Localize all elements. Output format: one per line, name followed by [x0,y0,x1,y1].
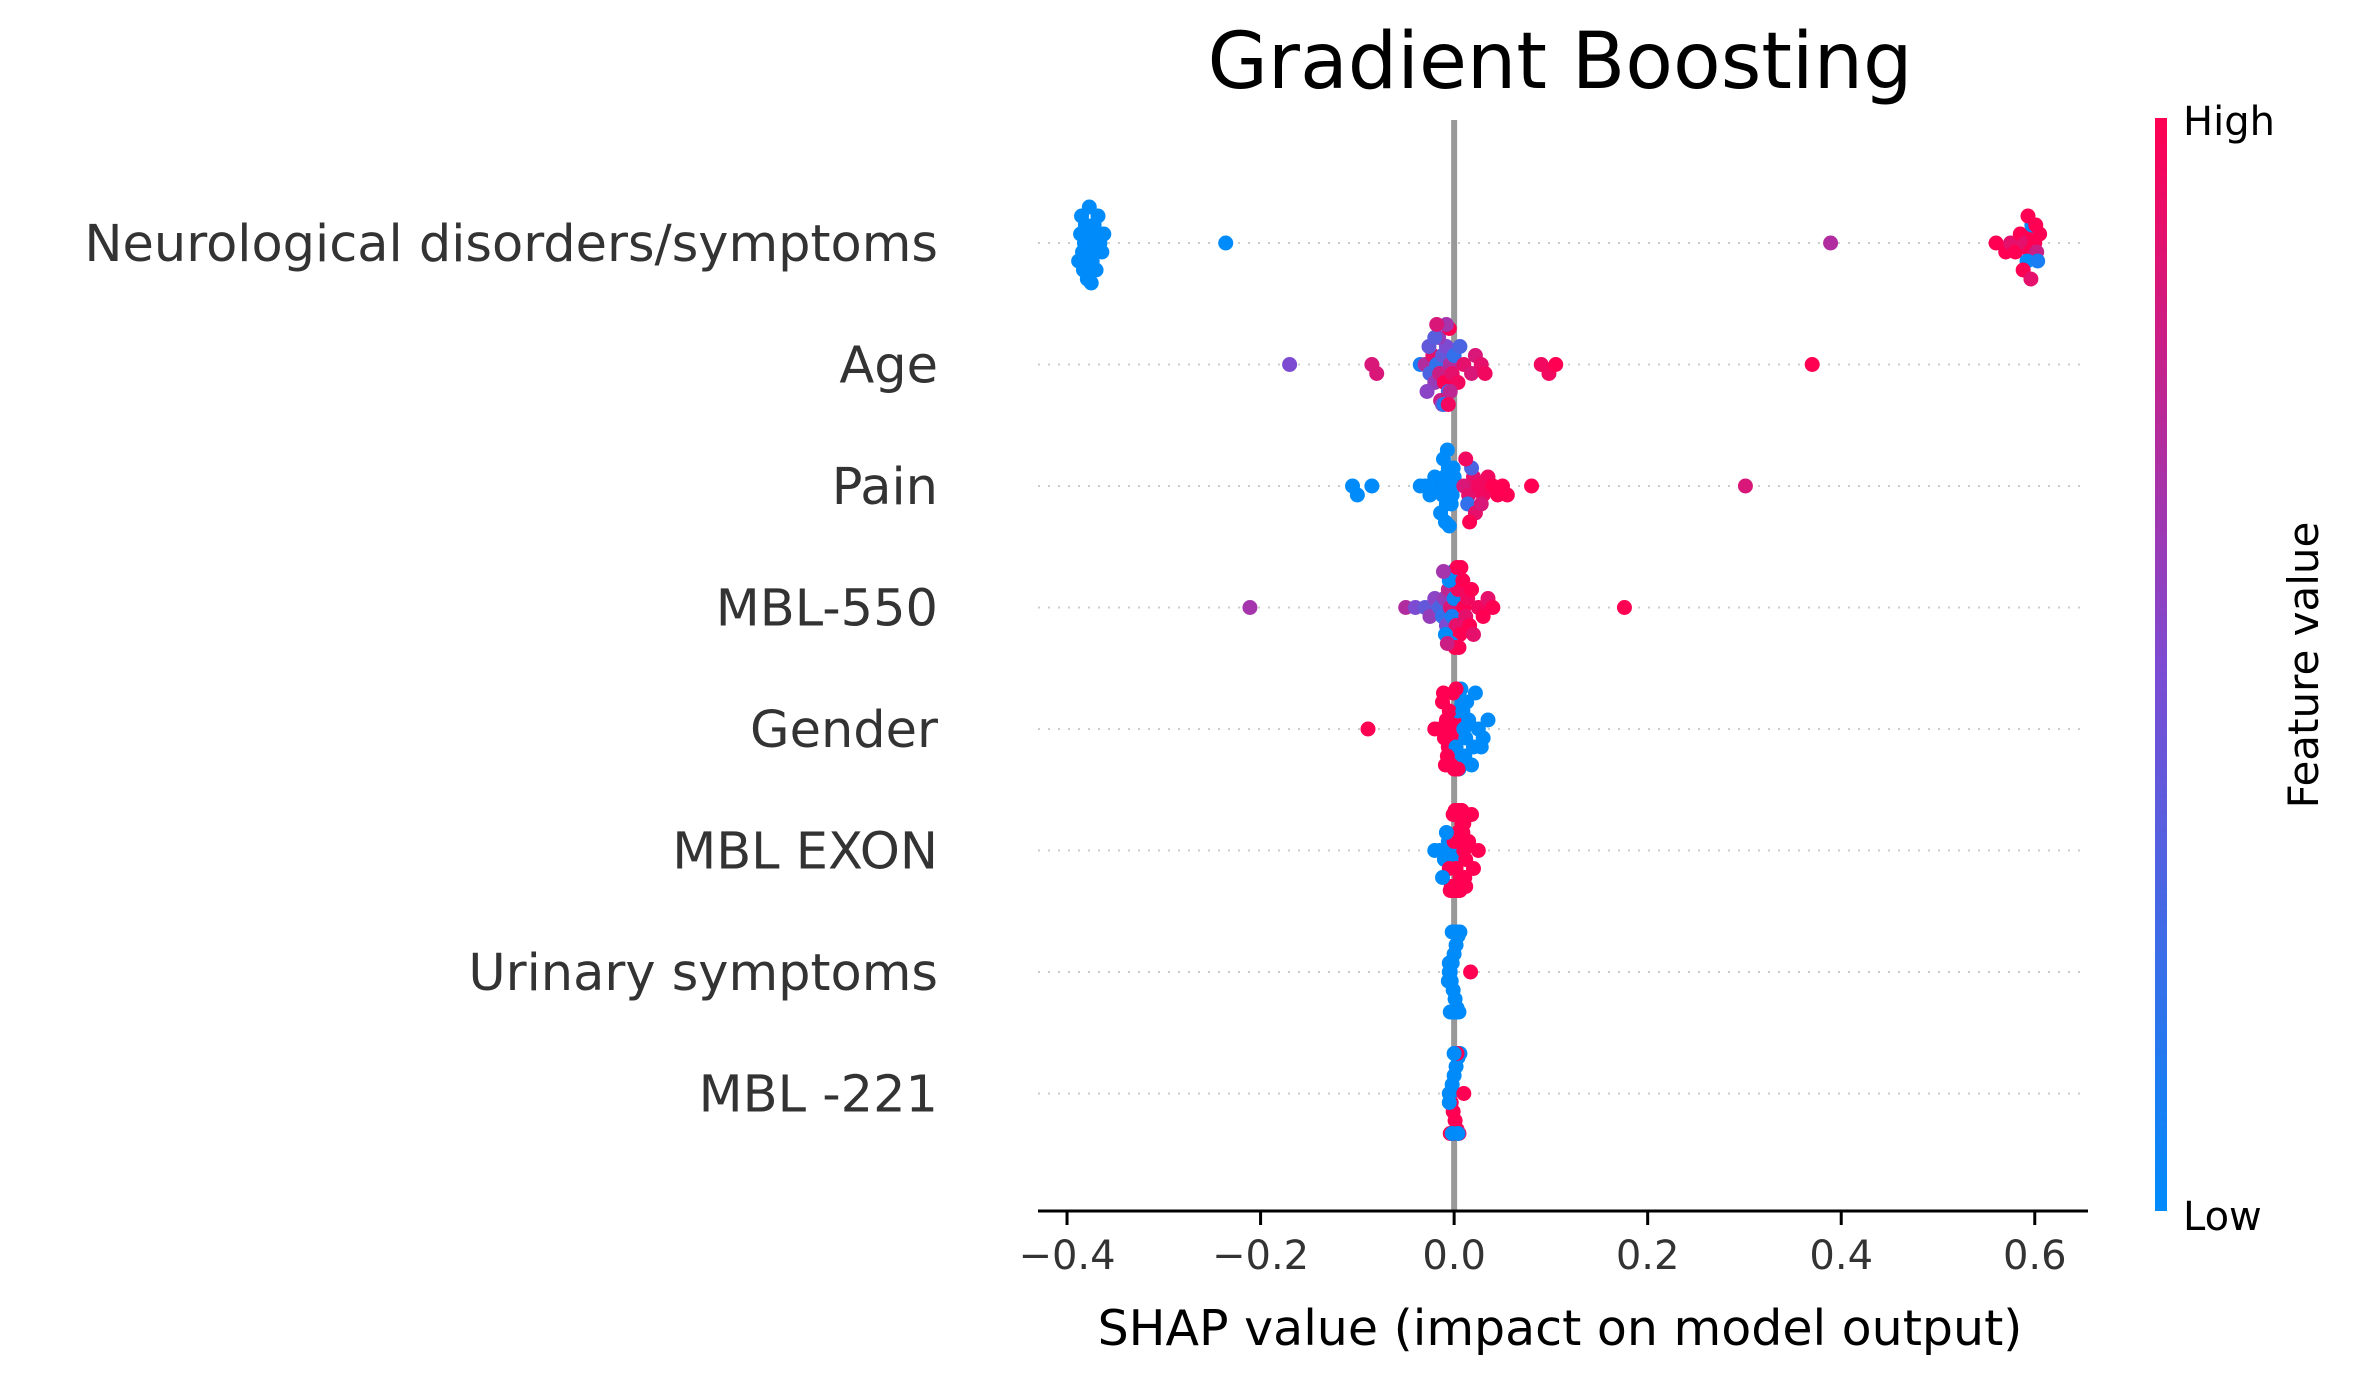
shap-point [1451,803,1467,818]
shap-point [2007,244,2023,260]
shap-point [1804,357,1820,372]
shap-point [1441,518,1457,534]
shap-point [1475,609,1491,624]
shap-point [1096,226,1112,242]
shap-point [1464,366,1480,381]
shap-point [1458,451,1474,467]
shap-point [1477,366,1493,381]
shap-point [1446,1046,1462,1061]
feature-label: Urinary symptoms [468,944,938,1003]
shap-point [1422,609,1438,624]
shap-points [1071,199,2048,1141]
shap-point [1465,627,1481,642]
shap-point [1988,235,2004,251]
shap-point [1442,384,1458,399]
shap-point [1453,560,1469,575]
feature-label: Age [839,337,938,396]
shap-point [1074,208,1090,224]
shap-point [1467,685,1483,701]
feature-label: Pain [832,458,938,517]
shap-point [1473,739,1489,755]
shap-point [1349,487,1365,503]
shap-point [1450,761,1466,777]
shap-point [1419,384,1435,399]
shap-point [1445,460,1461,476]
shap-point [1499,487,1515,503]
shap-point [1452,339,1468,354]
shap-point [1360,721,1376,737]
shap-point [1444,1004,1460,1020]
feature-label: Neurological disorders/symptoms [84,215,938,274]
shap-point [2023,271,2039,287]
shap-point [2030,253,2046,269]
feature-label: Gender [750,701,938,760]
shap-point [1464,757,1480,773]
shap-point [1448,924,1464,940]
shap-point [1524,478,1540,494]
x-axis-label: SHAP value (impact on model output) [1098,1300,2023,1357]
shap-point [1282,357,1298,372]
x-axis-ticks: −0.4 −0.2 0.0 0.2 0.4 0.6 [1018,1211,2067,1279]
shap-point [2028,217,2044,233]
shap-point [1435,685,1451,701]
shap-point [1242,600,1258,615]
colorbar-low-label: Low [2183,1194,2262,1240]
shap-point [1448,681,1464,697]
feature-label: MBL -221 [699,1066,938,1125]
shap-point [1439,442,1455,458]
shap-point [1435,564,1451,579]
x-tick-label: 0.6 [2003,1233,2067,1279]
shap-point [1427,330,1443,345]
shap-point [1616,600,1632,615]
shap-point [1485,600,1501,615]
x-tick-label: 0.4 [1809,1233,1873,1279]
shap-point [1439,636,1455,651]
shap-point [1823,235,1839,251]
shap-point [1473,496,1489,512]
shap-point [1450,1126,1466,1141]
shap-point [1435,870,1451,885]
x-tick-label: −0.2 [1212,1233,1309,1279]
shap-point [1438,825,1454,840]
feature-rows: Neurological disorders/symptoms Age Pain MB… [84,215,2088,1125]
shap-point [1470,843,1486,858]
shap-point [1441,955,1457,971]
shap-point [1451,640,1467,655]
shap-point [1443,496,1459,512]
shap-point [1440,973,1456,989]
shap-point [1364,478,1380,494]
colorbar-high-label: High [2183,99,2275,145]
shap-point [1075,262,1091,278]
shap-point [1463,964,1479,980]
shap-point [1429,317,1445,332]
shap-point [1094,244,1110,260]
chart-title: Gradient Boosting [1207,17,1912,107]
shap-point [1441,1095,1457,1110]
shap-point [1455,573,1471,588]
shap-point [1449,883,1465,898]
shap-point [1464,807,1480,822]
shap-point [1369,366,1385,381]
shap-point [1462,514,1478,530]
shap-point [1422,487,1438,503]
x-tick-label: 0.2 [1616,1233,1680,1279]
x-tick-label: −0.4 [1018,1233,1115,1279]
shap-point [1548,357,1564,372]
colorbar [2155,118,2167,1211]
shap-point [1456,1086,1472,1101]
shap-point [1480,712,1496,728]
feature-label: MBL EXON [672,823,938,882]
colorbar-title: Feature value [2279,522,2328,809]
shap-point [1440,397,1456,412]
shap-point [1218,235,1234,251]
shap-point [1737,478,1753,494]
feature-label: MBL-550 [716,580,938,639]
x-tick-label: 0.0 [1422,1233,1486,1279]
shap-point [1083,275,1099,291]
